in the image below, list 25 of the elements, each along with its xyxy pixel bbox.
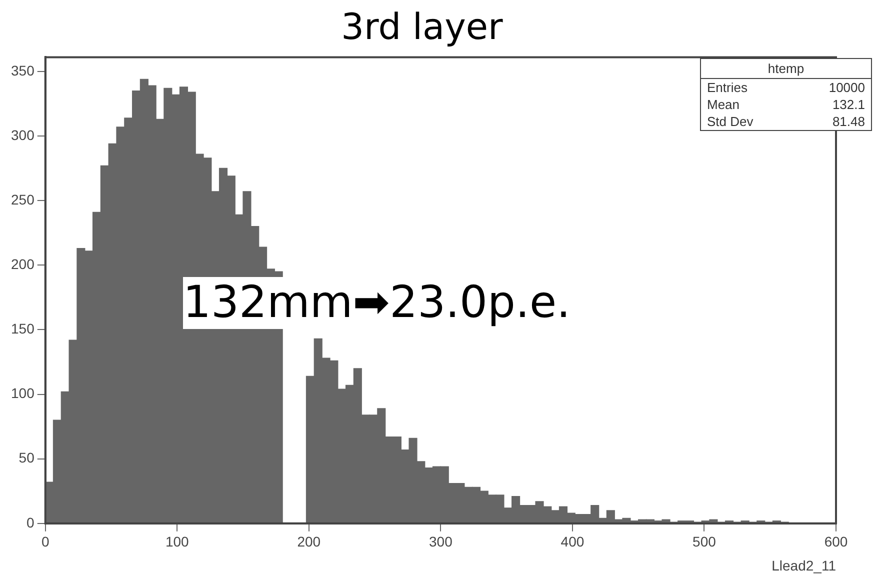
y-tick-label: 150: [11, 320, 35, 337]
y-tick-label: 0: [26, 514, 35, 530]
annotation: Std Dev: [706, 113, 754, 130]
x-tick-label: 600: [824, 534, 848, 550]
y-tick-label: 200: [11, 256, 35, 272]
x-tick-label: 0: [41, 534, 50, 550]
y-tick-label: 300: [11, 126, 35, 143]
annotation: Mean: [706, 96, 741, 113]
x-tick-label: 500: [692, 534, 716, 550]
x-tick-label: 300: [429, 534, 453, 550]
x-tick-label: 400: [560, 534, 584, 550]
annotation: Entries: [706, 79, 748, 96]
annotation: 81.48: [831, 113, 866, 130]
annotation: 132mm➡23.0p.e.: [183, 277, 571, 329]
y-tick-label: 250: [11, 191, 35, 208]
annotation: htemp: [701, 59, 871, 79]
x-tick-label: 200: [297, 534, 321, 550]
annotation: 10000: [828, 79, 866, 96]
annotation: 132.1: [831, 96, 866, 113]
x-axis-title: Llead2_11: [772, 557, 836, 574]
y-tick-label: 50: [18, 450, 35, 466]
y-tick-label: 100: [11, 385, 35, 402]
y-tick-label: 350: [11, 62, 35, 78]
chart-title: 3rd layer: [341, 6, 504, 48]
x-tick-label: 100: [165, 534, 190, 550]
